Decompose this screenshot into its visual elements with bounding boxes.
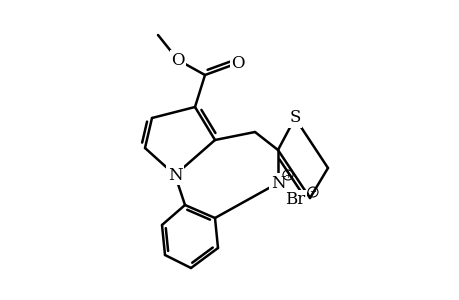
- Text: O: O: [171, 52, 185, 68]
- Text: +: +: [284, 170, 291, 179]
- Text: S: S: [289, 110, 300, 127]
- Text: N: N: [270, 175, 285, 191]
- Text: N: N: [168, 167, 182, 184]
- Text: Br: Br: [284, 191, 304, 208]
- Text: O: O: [231, 55, 244, 71]
- Text: −: −: [309, 188, 316, 196]
